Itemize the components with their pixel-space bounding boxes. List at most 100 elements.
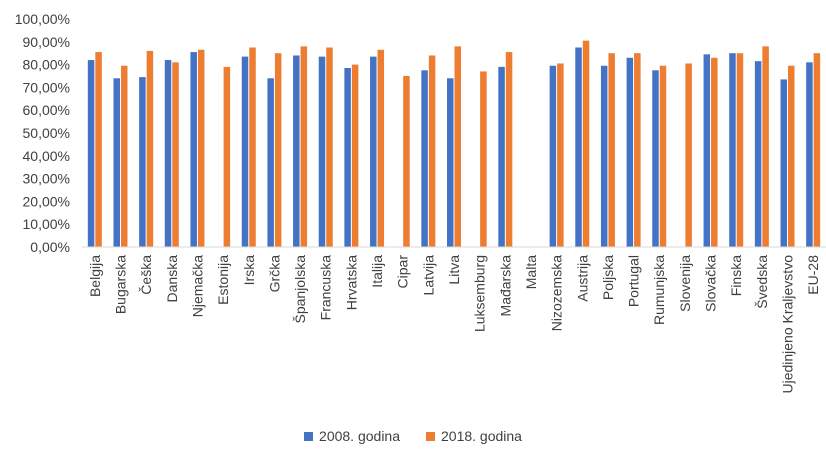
bar-series-2 (813, 53, 821, 248)
legend-swatch-series-1 (304, 431, 314, 441)
bar-series-2 (711, 57, 718, 248)
x-tick-label: Portugal (626, 255, 642, 307)
x-axis-labels: Belgija Bugarska Češka Danska Njemačka Estoni… (87, 255, 821, 394)
bar-series-2 (95, 52, 102, 248)
bar-series-1 (549, 65, 557, 248)
bar-series-1 (780, 79, 788, 247)
bar-series-1 (729, 53, 736, 248)
bar-series-2 (608, 53, 615, 248)
bar-series-1 (626, 57, 634, 248)
bar-series-1 (190, 52, 197, 248)
x-tick-label: Latvija (420, 255, 436, 296)
bar-series-2 (403, 76, 410, 247)
bar-series-2 (351, 64, 359, 247)
bar-series-1 (498, 66, 505, 247)
legend-label-series-1: 2008. godina (319, 428, 400, 444)
x-tick-label: Francuska (318, 255, 334, 321)
x-tick-label: Danska (164, 255, 180, 303)
bar-series-2 (300, 46, 308, 247)
x-tick-label: Estonija (215, 255, 231, 305)
bar-series-2 (274, 53, 282, 248)
bar-chart: 0,00% 10,00% 20,00% 30,00% 40,00% 50,00% 60,00… (15, 11, 826, 394)
x-tick-label: Nizozemska (549, 255, 565, 331)
bar-series-2 (557, 63, 564, 248)
x-tick-label: Mađarska (497, 255, 513, 317)
bar-series-1 (318, 56, 326, 248)
bar-series-1 (370, 56, 377, 248)
bar-series-2 (762, 46, 769, 247)
y-tick-label: 10,00% (23, 216, 70, 232)
bar-series-2 (197, 49, 205, 247)
bar-series-2 (249, 47, 256, 247)
bar-series-2 (685, 63, 692, 248)
y-tick-label: 40,00% (23, 148, 70, 164)
x-tick-label: Njemačka (189, 255, 205, 317)
bar-series-2 (582, 40, 590, 247)
x-tick-label: Cipar (395, 255, 411, 289)
bar-series-1 (87, 60, 95, 247)
x-tick-label: Luksemburg (472, 255, 488, 332)
x-tick-label: Slovenija (677, 255, 693, 312)
x-tick-label: Italija (369, 255, 385, 288)
x-tick-label: Ujedinjeno Kraljevstvo (780, 255, 796, 394)
y-axis-ticks: 0,00% 10,00% 20,00% 30,00% 40,00% 50,00% 60,00… (15, 11, 70, 255)
y-tick-label: 0,00% (30, 239, 70, 255)
y-tick-label: 50,00% (23, 125, 70, 141)
x-tick-label: EU-28 (805, 255, 821, 295)
x-tick-label: Poljska (600, 255, 616, 300)
bar-series-1 (267, 78, 274, 247)
x-tick-label: Češka (138, 255, 154, 295)
bar-series-1 (344, 68, 351, 248)
bar-series-2 (454, 46, 461, 247)
y-tick-label: 70,00% (23, 79, 70, 95)
bar-series-1 (600, 65, 608, 248)
legend: 2008. godina 2018. godina (0, 428, 826, 444)
x-tick-label: Finska (728, 255, 744, 296)
bar-series-1 (806, 62, 813, 247)
x-tick-label: Bugarska (112, 255, 128, 314)
bar-series-1 (164, 60, 172, 247)
x-tick-label: Grčka (266, 255, 282, 293)
bar-series-2 (172, 62, 179, 247)
y-tick-label: 80,00% (23, 57, 70, 73)
bar-series-2 (428, 55, 436, 248)
bar-series-1 (241, 56, 249, 248)
bar-series-2 (505, 52, 513, 248)
bar-series-1 (447, 78, 454, 247)
bar-series-2 (146, 50, 154, 247)
bars-group (87, 40, 821, 248)
y-tick-label: 20,00% (23, 193, 70, 209)
x-tick-label: Austrija (574, 255, 590, 302)
bar-series-1 (421, 70, 428, 247)
y-tick-label: 100,00% (15, 11, 70, 27)
bar-series-2 (788, 65, 795, 248)
bar-series-1 (139, 77, 146, 247)
bar-series-1 (113, 78, 120, 247)
bar-series-2 (120, 65, 128, 248)
legend-item-series-1: 2008. godina (304, 428, 400, 444)
bar-series-2 (736, 53, 744, 248)
y-tick-label: 30,00% (23, 171, 70, 187)
legend-item-series-2: 2018. godina (426, 428, 522, 444)
y-tick-label: 60,00% (23, 102, 70, 118)
bar-series-1 (575, 47, 582, 247)
x-tick-label: Slovačka (703, 255, 719, 312)
x-tick-label: Belgija (87, 255, 103, 297)
legend-label-series-2: 2018. godina (441, 428, 522, 444)
x-tick-label: Španjolska (292, 255, 308, 324)
x-tick-label: Hrvatska (343, 255, 359, 310)
bar-series-1 (754, 61, 762, 248)
bar-series-1 (652, 70, 659, 247)
bar-series-1 (293, 55, 300, 248)
x-tick-label: Litva (446, 255, 462, 285)
bar-series-2 (377, 49, 385, 247)
bar-series-2 (223, 66, 231, 247)
bar-series-2 (326, 47, 333, 247)
y-tick-label: 90,00% (23, 34, 70, 50)
bar-series-1 (703, 54, 711, 248)
bar-series-2 (480, 71, 487, 247)
x-tick-label: Irska (241, 255, 257, 286)
bar-series-2 (634, 53, 641, 248)
x-tick-label: Malta (523, 255, 539, 289)
